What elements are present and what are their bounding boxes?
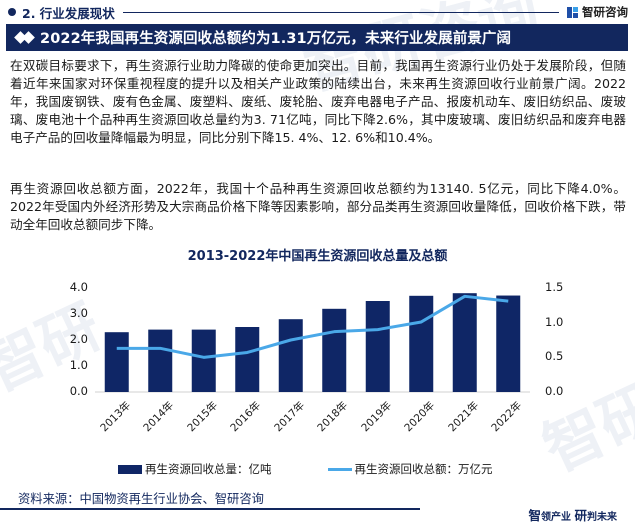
- y-left-tick: 1.0: [69, 358, 88, 372]
- title-bar: 2022年我国再生资源回收总额约为1.31万亿元，未来行业发展前景广阔: [6, 24, 628, 51]
- y-right-tick: 0.5: [545, 349, 564, 364]
- footer-slogan: 智领产业 研判未来: [528, 508, 617, 523]
- y-right-tick: 0.0: [545, 384, 564, 398]
- brand-logo-icon: [567, 6, 578, 18]
- bar: [322, 308, 347, 392]
- bar: [278, 319, 303, 392]
- chart-title: 2013-2022年中国再生资源回收总量及总额: [187, 249, 448, 264]
- y-left-tick: 2.0: [69, 332, 88, 346]
- bar: [148, 329, 173, 392]
- legend-line-swatch-icon: [327, 467, 352, 471]
- bullet-dot-icon: [8, 8, 16, 16]
- page-title: 2022年我国再生资源回收总额约为1.31万亿元，未来行业发展前景广阔: [40, 31, 512, 47]
- bar: [452, 293, 477, 392]
- paragraph-2: 再生资源回收总额方面，2022年，我国十个品种再生资源回收总额约为13140. …: [10, 181, 626, 232]
- y-left-tick: 4.0: [69, 280, 88, 294]
- legend-line-label: 再生资源回收总额：万亿元: [354, 462, 493, 476]
- line-series: [116, 294, 509, 359]
- legend-bar-swatch-icon: [118, 464, 142, 474]
- chart-legend: 再生资源回收总量：亿吨 再生资源回收总额：万亿元: [118, 461, 493, 477]
- brand-logo: 智研咨询: [567, 4, 628, 20]
- y-right-tick: 1.0: [545, 314, 564, 329]
- y-left-tick: 0.0: [69, 384, 88, 398]
- divider: [122, 11, 559, 13]
- bar: [104, 332, 129, 392]
- section-header: 2. 行业发展现状 智研咨询: [8, 2, 628, 22]
- bar: [235, 327, 260, 392]
- bar: [365, 301, 390, 392]
- footer-divider: [0, 508, 420, 510]
- legend-bar-label: 再生资源回收总量：亿吨: [145, 462, 272, 476]
- brand-name: 智研咨询: [582, 5, 628, 19]
- y-right-tick: 1.5: [545, 280, 564, 294]
- diamond-icon: [14, 31, 35, 44]
- source-note: 资料来源：中国物资再生行业协会、智研咨询: [18, 492, 264, 506]
- paragraph-1: 在双碳目标要求下，再生资源行业助力降碳的使命更加突出。目前，我国再生资源行业仍处…: [10, 58, 626, 145]
- y-left-tick: 3.0: [69, 306, 88, 320]
- section-label: 2. 行业发展现状: [22, 5, 115, 21]
- bar: [409, 295, 434, 392]
- bar: [191, 329, 216, 392]
- bar: [496, 295, 521, 392]
